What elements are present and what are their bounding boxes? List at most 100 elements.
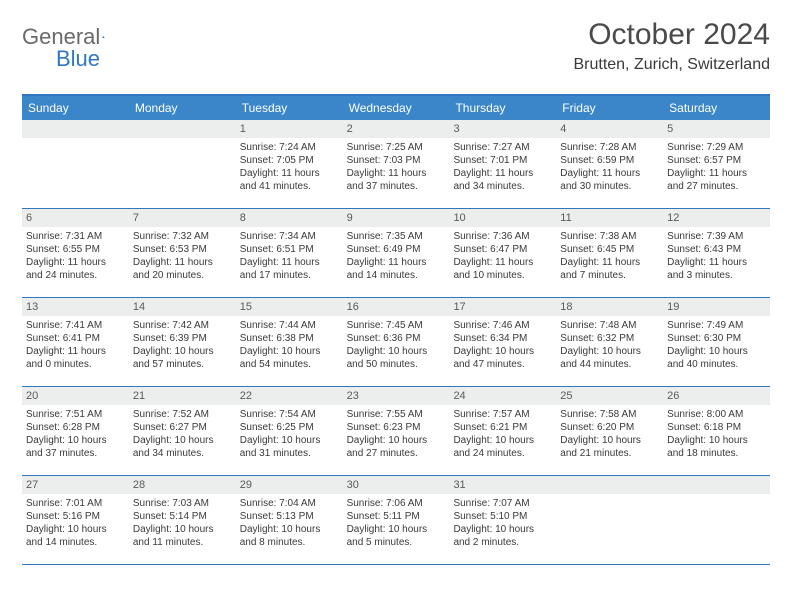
day-details: Sunrise: 7:04 AMSunset: 5:13 PMDaylight:… — [236, 494, 343, 553]
day-number: 18 — [556, 298, 663, 316]
day-details: Sunrise: 7:55 AMSunset: 6:23 PMDaylight:… — [343, 405, 450, 464]
day-details: Sunrise: 7:07 AMSunset: 5:10 PMDaylight:… — [449, 494, 556, 553]
day-number: 7 — [129, 209, 236, 227]
day-details: Sunrise: 7:32 AMSunset: 6:53 PMDaylight:… — [129, 227, 236, 286]
day-cell: 26Sunrise: 8:00 AMSunset: 6:18 PMDayligh… — [663, 387, 770, 475]
day-cell: 14Sunrise: 7:42 AMSunset: 6:39 PMDayligh… — [129, 298, 236, 386]
weekday-header: Monday — [129, 96, 236, 120]
day-details — [663, 494, 770, 554]
day-cell: 13Sunrise: 7:41 AMSunset: 6:41 PMDayligh… — [22, 298, 129, 386]
day-cell: 29Sunrise: 7:04 AMSunset: 5:13 PMDayligh… — [236, 476, 343, 564]
week-row: 20Sunrise: 7:51 AMSunset: 6:28 PMDayligh… — [22, 387, 770, 476]
day-details: Sunrise: 7:46 AMSunset: 6:34 PMDaylight:… — [449, 316, 556, 375]
day-number: 11 — [556, 209, 663, 227]
week-row: 1Sunrise: 7:24 AMSunset: 7:05 PMDaylight… — [22, 120, 770, 209]
day-cell: 20Sunrise: 7:51 AMSunset: 6:28 PMDayligh… — [22, 387, 129, 475]
day-cell: 15Sunrise: 7:44 AMSunset: 6:38 PMDayligh… — [236, 298, 343, 386]
day-number — [663, 476, 770, 494]
weekday-header: Sunday — [22, 96, 129, 120]
day-cell: 25Sunrise: 7:58 AMSunset: 6:20 PMDayligh… — [556, 387, 663, 475]
day-details: Sunrise: 7:52 AMSunset: 6:27 PMDaylight:… — [129, 405, 236, 464]
week-row: 6Sunrise: 7:31 AMSunset: 6:55 PMDaylight… — [22, 209, 770, 298]
day-cell: 22Sunrise: 7:54 AMSunset: 6:25 PMDayligh… — [236, 387, 343, 475]
day-cell: 31Sunrise: 7:07 AMSunset: 5:10 PMDayligh… — [449, 476, 556, 564]
day-details — [22, 138, 129, 198]
day-number — [129, 120, 236, 138]
day-number: 9 — [343, 209, 450, 227]
day-cell: 17Sunrise: 7:46 AMSunset: 6:34 PMDayligh… — [449, 298, 556, 386]
day-details: Sunrise: 7:01 AMSunset: 5:16 PMDaylight:… — [22, 494, 129, 553]
day-number: 10 — [449, 209, 556, 227]
day-details: Sunrise: 7:29 AMSunset: 6:57 PMDaylight:… — [663, 138, 770, 197]
day-cell: 7Sunrise: 7:32 AMSunset: 6:53 PMDaylight… — [129, 209, 236, 297]
week-row: 27Sunrise: 7:01 AMSunset: 5:16 PMDayligh… — [22, 476, 770, 565]
week-row: 13Sunrise: 7:41 AMSunset: 6:41 PMDayligh… — [22, 298, 770, 387]
day-details: Sunrise: 7:36 AMSunset: 6:47 PMDaylight:… — [449, 227, 556, 286]
day-number: 24 — [449, 387, 556, 405]
day-cell: 18Sunrise: 7:48 AMSunset: 6:32 PMDayligh… — [556, 298, 663, 386]
day-details: Sunrise: 7:49 AMSunset: 6:30 PMDaylight:… — [663, 316, 770, 375]
day-number: 29 — [236, 476, 343, 494]
day-number: 3 — [449, 120, 556, 138]
day-number: 31 — [449, 476, 556, 494]
day-cell: 24Sunrise: 7:57 AMSunset: 6:21 PMDayligh… — [449, 387, 556, 475]
day-number: 6 — [22, 209, 129, 227]
day-number: 27 — [22, 476, 129, 494]
day-cell: 8Sunrise: 7:34 AMSunset: 6:51 PMDaylight… — [236, 209, 343, 297]
weekday-header: Wednesday — [343, 96, 450, 120]
day-details: Sunrise: 7:48 AMSunset: 6:32 PMDaylight:… — [556, 316, 663, 375]
day-details: Sunrise: 7:35 AMSunset: 6:49 PMDaylight:… — [343, 227, 450, 286]
day-cell: 30Sunrise: 7:06 AMSunset: 5:11 PMDayligh… — [343, 476, 450, 564]
day-number: 26 — [663, 387, 770, 405]
day-number: 2 — [343, 120, 450, 138]
day-cell: 2Sunrise: 7:25 AMSunset: 7:03 PMDaylight… — [343, 120, 450, 208]
day-number: 17 — [449, 298, 556, 316]
day-cell: 16Sunrise: 7:45 AMSunset: 6:36 PMDayligh… — [343, 298, 450, 386]
day-number: 16 — [343, 298, 450, 316]
location: Brutten, Zurich, Switzerland — [573, 56, 770, 74]
day-cell: 4Sunrise: 7:28 AMSunset: 6:59 PMDaylight… — [556, 120, 663, 208]
day-details: Sunrise: 7:27 AMSunset: 7:01 PMDaylight:… — [449, 138, 556, 197]
title-block: October 2024 Brutten, Zurich, Switzerlan… — [573, 18, 770, 74]
day-number: 13 — [22, 298, 129, 316]
day-number: 20 — [22, 387, 129, 405]
day-details: Sunrise: 7:45 AMSunset: 6:36 PMDaylight:… — [343, 316, 450, 375]
day-number: 14 — [129, 298, 236, 316]
day-details: Sunrise: 7:54 AMSunset: 6:25 PMDaylight:… — [236, 405, 343, 464]
day-details: Sunrise: 7:44 AMSunset: 6:38 PMDaylight:… — [236, 316, 343, 375]
day-details: Sunrise: 7:34 AMSunset: 6:51 PMDaylight:… — [236, 227, 343, 286]
weekday-header-row: SundayMondayTuesdayWednesdayThursdayFrid… — [22, 96, 770, 120]
weekday-header: Thursday — [449, 96, 556, 120]
day-details — [556, 494, 663, 554]
day-cell: 19Sunrise: 7:49 AMSunset: 6:30 PMDayligh… — [663, 298, 770, 386]
day-details: Sunrise: 7:38 AMSunset: 6:45 PMDaylight:… — [556, 227, 663, 286]
weeks-container: 1Sunrise: 7:24 AMSunset: 7:05 PMDaylight… — [22, 120, 770, 565]
month-title: October 2024 — [573, 18, 770, 52]
day-number: 15 — [236, 298, 343, 316]
day-cell: 10Sunrise: 7:36 AMSunset: 6:47 PMDayligh… — [449, 209, 556, 297]
logo-blue-wrap: Blue — [56, 46, 100, 72]
day-number: 23 — [343, 387, 450, 405]
day-cell: 6Sunrise: 7:31 AMSunset: 6:55 PMDaylight… — [22, 209, 129, 297]
day-number: 19 — [663, 298, 770, 316]
weekday-header: Friday — [556, 96, 663, 120]
day-cell: 12Sunrise: 7:39 AMSunset: 6:43 PMDayligh… — [663, 209, 770, 297]
day-cell: 3Sunrise: 7:27 AMSunset: 7:01 PMDaylight… — [449, 120, 556, 208]
day-cell: 21Sunrise: 7:52 AMSunset: 6:27 PMDayligh… — [129, 387, 236, 475]
day-details: Sunrise: 7:25 AMSunset: 7:03 PMDaylight:… — [343, 138, 450, 197]
weekday-header: Tuesday — [236, 96, 343, 120]
day-cell — [22, 120, 129, 208]
logo-text-blue: Blue — [56, 46, 100, 71]
day-cell — [129, 120, 236, 208]
day-number — [22, 120, 129, 138]
day-cell: 11Sunrise: 7:38 AMSunset: 6:45 PMDayligh… — [556, 209, 663, 297]
day-details: Sunrise: 7:42 AMSunset: 6:39 PMDaylight:… — [129, 316, 236, 375]
day-details: Sunrise: 7:41 AMSunset: 6:41 PMDaylight:… — [22, 316, 129, 375]
day-details: Sunrise: 8:00 AMSunset: 6:18 PMDaylight:… — [663, 405, 770, 464]
day-number: 8 — [236, 209, 343, 227]
day-cell — [556, 476, 663, 564]
day-cell: 23Sunrise: 7:55 AMSunset: 6:23 PMDayligh… — [343, 387, 450, 475]
day-details: Sunrise: 7:58 AMSunset: 6:20 PMDaylight:… — [556, 405, 663, 464]
day-details: Sunrise: 7:24 AMSunset: 7:05 PMDaylight:… — [236, 138, 343, 197]
day-details: Sunrise: 7:06 AMSunset: 5:11 PMDaylight:… — [343, 494, 450, 553]
